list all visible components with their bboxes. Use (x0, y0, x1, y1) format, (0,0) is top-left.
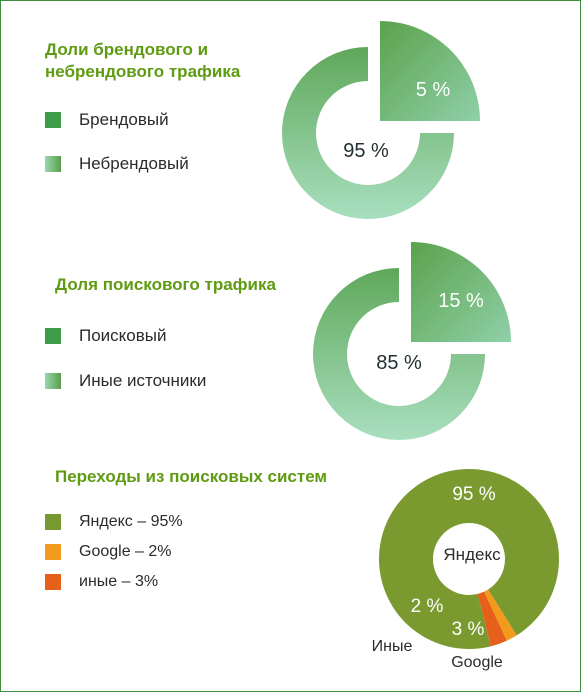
legend-label: Небрендовый (79, 154, 189, 173)
center-label-yandex: Яндекс (443, 545, 501, 564)
chart2-donut: 85 % 15 % (313, 242, 511, 440)
slice-branded (380, 21, 480, 121)
legend-label: Иные источники (79, 371, 207, 390)
chart2-legend-item-other: Иные источники (45, 371, 206, 391)
chart3-legend-item-yandex: Яндекс – 95% (45, 513, 183, 531)
label-nonbranded: 95 % (343, 140, 389, 162)
chart2-legend-item-search: Поисковый (45, 326, 167, 346)
label-branded: 5 % (416, 79, 451, 101)
chart1-legend-item-branded: Брендовый (45, 110, 169, 130)
chart3-legend-item-google: Google – 2% (45, 543, 172, 561)
legend-label: Брендовый (79, 110, 169, 129)
legend-swatch (45, 514, 61, 530)
legend-swatch (45, 544, 61, 560)
slice-other (477, 591, 507, 647)
label-other-percent: 3 % (452, 619, 485, 640)
chart3-title: Переходы из поисковых систем (55, 467, 327, 486)
legend-label: Google – 2% (79, 543, 172, 560)
chart1-legend-item-nonbranded: Небрендовый (45, 154, 189, 174)
slice-yandex (379, 468, 559, 649)
outer-label-other: Иные (372, 638, 413, 655)
legend-swatch (45, 112, 61, 128)
label-other-sources: 85 % (376, 352, 422, 374)
slice-other-sources (313, 268, 485, 440)
legend-swatch (45, 156, 61, 172)
label-search: 15 % (438, 290, 484, 312)
slice-google (484, 589, 517, 641)
label-google-percent: 2 % (411, 596, 444, 617)
slice-nonbranded (282, 47, 454, 219)
legend-swatch (45, 574, 61, 590)
slice-search (411, 242, 511, 342)
label-yandex-percent: 95 % (452, 484, 495, 505)
chart2-title: Доля поискового трафика (55, 275, 276, 294)
chart3-legend-item-other: иные – 3% (45, 573, 158, 591)
chart3-donut: 95 % Яндекс 2 % 3 % Иные Google (372, 468, 559, 671)
outer-label-google: Google (451, 654, 503, 671)
legend-swatch (45, 373, 61, 389)
legend-swatch (45, 328, 61, 344)
legend-label: иные – 3% (79, 573, 159, 590)
chart1-title: Доли брендового и небрендового трафика (45, 40, 241, 81)
chart1-donut: 95 % 5 % (282, 21, 480, 219)
legend-label: Поисковый (79, 326, 167, 345)
legend-label: Яндекс – 95% (79, 513, 183, 530)
